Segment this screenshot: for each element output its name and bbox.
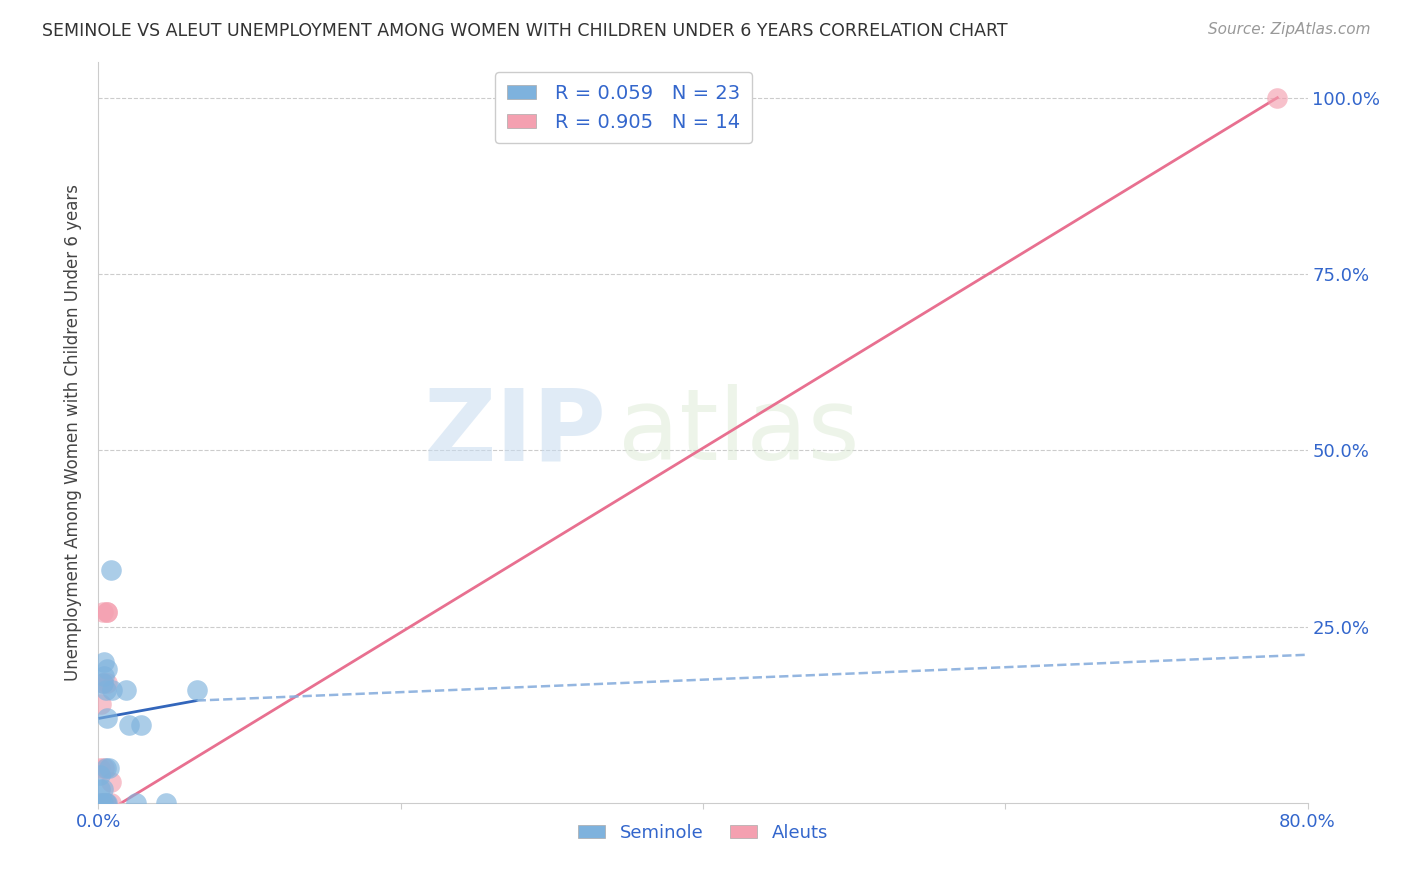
Point — [96, 662, 118, 676]
Point — [1267, 91, 1289, 105]
Point — [96, 676, 118, 690]
Point — [93, 655, 115, 669]
Point — [94, 796, 117, 810]
Legend: Seminole, Aleuts: Seminole, Aleuts — [571, 817, 835, 849]
Point — [114, 683, 136, 698]
Point — [93, 760, 115, 774]
Point — [94, 796, 117, 810]
Point — [101, 683, 124, 698]
Point — [155, 796, 177, 810]
Point — [100, 774, 122, 789]
Point — [96, 796, 118, 810]
Point — [89, 760, 111, 774]
Point — [125, 796, 148, 810]
Point — [89, 796, 111, 810]
Point — [89, 781, 111, 796]
Point — [96, 606, 118, 620]
Point — [91, 796, 114, 810]
Point — [94, 760, 117, 774]
Text: ZIP: ZIP — [423, 384, 606, 481]
Point — [93, 796, 115, 810]
Text: Source: ZipAtlas.com: Source: ZipAtlas.com — [1208, 22, 1371, 37]
Point — [98, 760, 121, 774]
Point — [96, 606, 118, 620]
Point — [118, 718, 141, 732]
Text: SEMINOLE VS ALEUT UNEMPLOYMENT AMONG WOMEN WITH CHILDREN UNDER 6 YEARS CORRELATI: SEMINOLE VS ALEUT UNEMPLOYMENT AMONG WOM… — [42, 22, 1008, 40]
Point — [91, 676, 114, 690]
Point — [96, 711, 118, 725]
Point — [94, 683, 117, 698]
Point — [93, 669, 115, 683]
Point — [91, 676, 114, 690]
Point — [100, 563, 122, 577]
Point — [90, 796, 112, 810]
Text: atlas: atlas — [619, 384, 860, 481]
Point — [90, 697, 112, 711]
Point — [129, 718, 152, 732]
Point — [89, 767, 111, 781]
Point — [186, 683, 208, 698]
Y-axis label: Unemployment Among Women with Children Under 6 years: Unemployment Among Women with Children U… — [65, 184, 83, 681]
Point — [91, 781, 114, 796]
Point — [100, 796, 122, 810]
Point — [91, 606, 114, 620]
